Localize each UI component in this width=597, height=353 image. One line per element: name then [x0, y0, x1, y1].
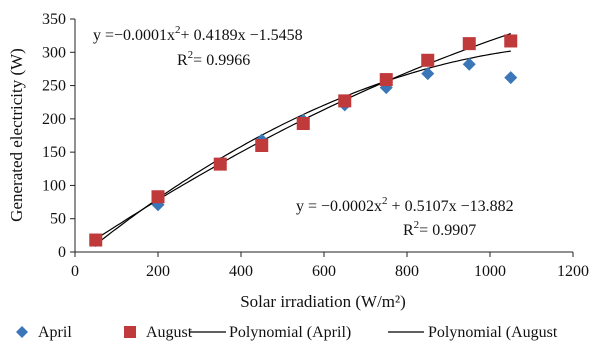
legend-august-marker	[124, 326, 136, 338]
april-point	[462, 57, 476, 71]
august-point	[504, 34, 518, 48]
august-point	[89, 233, 103, 247]
august-point	[462, 37, 476, 51]
august-point	[255, 138, 269, 152]
y-tick-label: 350	[42, 11, 66, 28]
x-tick-label: 1000	[474, 263, 506, 280]
august-point	[151, 190, 165, 204]
august-eq-label: y =−0.0001x2+ 0.4189x −1.5458	[93, 24, 303, 44]
legend: April August Polynomial (April) Polynomial …	[16, 324, 558, 341]
y-tick-label: 50	[50, 211, 66, 228]
april-r2-label: R2= 0.9907	[403, 219, 476, 239]
legend-label-3: Polynomial (April)	[229, 324, 351, 341]
y-axis-title: Generated electricity (W)	[7, 48, 26, 222]
y-tick-label: 0	[58, 244, 66, 261]
axes: 0 50 100 150 200 250 300 350 0 200 400 600 800 1000 12…	[42, 11, 589, 280]
y-tick-label: 200	[42, 111, 66, 128]
august-point	[213, 157, 227, 171]
legend-label-1: April	[38, 324, 72, 341]
y-tick-label: 250	[42, 78, 66, 95]
legend-label-2: August	[146, 324, 193, 341]
y-tick-label: 100	[42, 177, 66, 194]
x-tick-label: 800	[395, 263, 419, 280]
august-point	[338, 94, 352, 108]
x-tick-label: 400	[229, 263, 253, 280]
x-axis-title: Solar irradiation (W/m²)	[240, 292, 406, 311]
april-point	[421, 67, 435, 81]
trendline-april	[95, 50, 511, 246]
y-tick-label: 300	[42, 44, 66, 61]
equation-annotations: y =−0.0001x2+ 0.4189x −1.5458 R2= 0.9966 y…	[93, 24, 514, 239]
data-markers	[89, 34, 518, 248]
legend-april-marker	[16, 326, 28, 338]
x-tick-label: 0	[71, 263, 79, 280]
x-tick-label: 200	[146, 263, 170, 280]
y-tick-label: 150	[42, 144, 66, 161]
august-r2-label: R2= 0.9966	[177, 49, 250, 69]
august-point	[296, 117, 310, 131]
april-point	[504, 71, 518, 85]
august-point	[421, 53, 435, 67]
august-point	[379, 73, 393, 87]
x-tick-label: 1200	[557, 263, 589, 280]
april-eq-label: y = −0.0002x2 + 0.5107x −13.882	[296, 195, 514, 215]
legend-label-4: Polynomial (August	[428, 324, 558, 341]
x-tick-label: 600	[312, 263, 336, 280]
